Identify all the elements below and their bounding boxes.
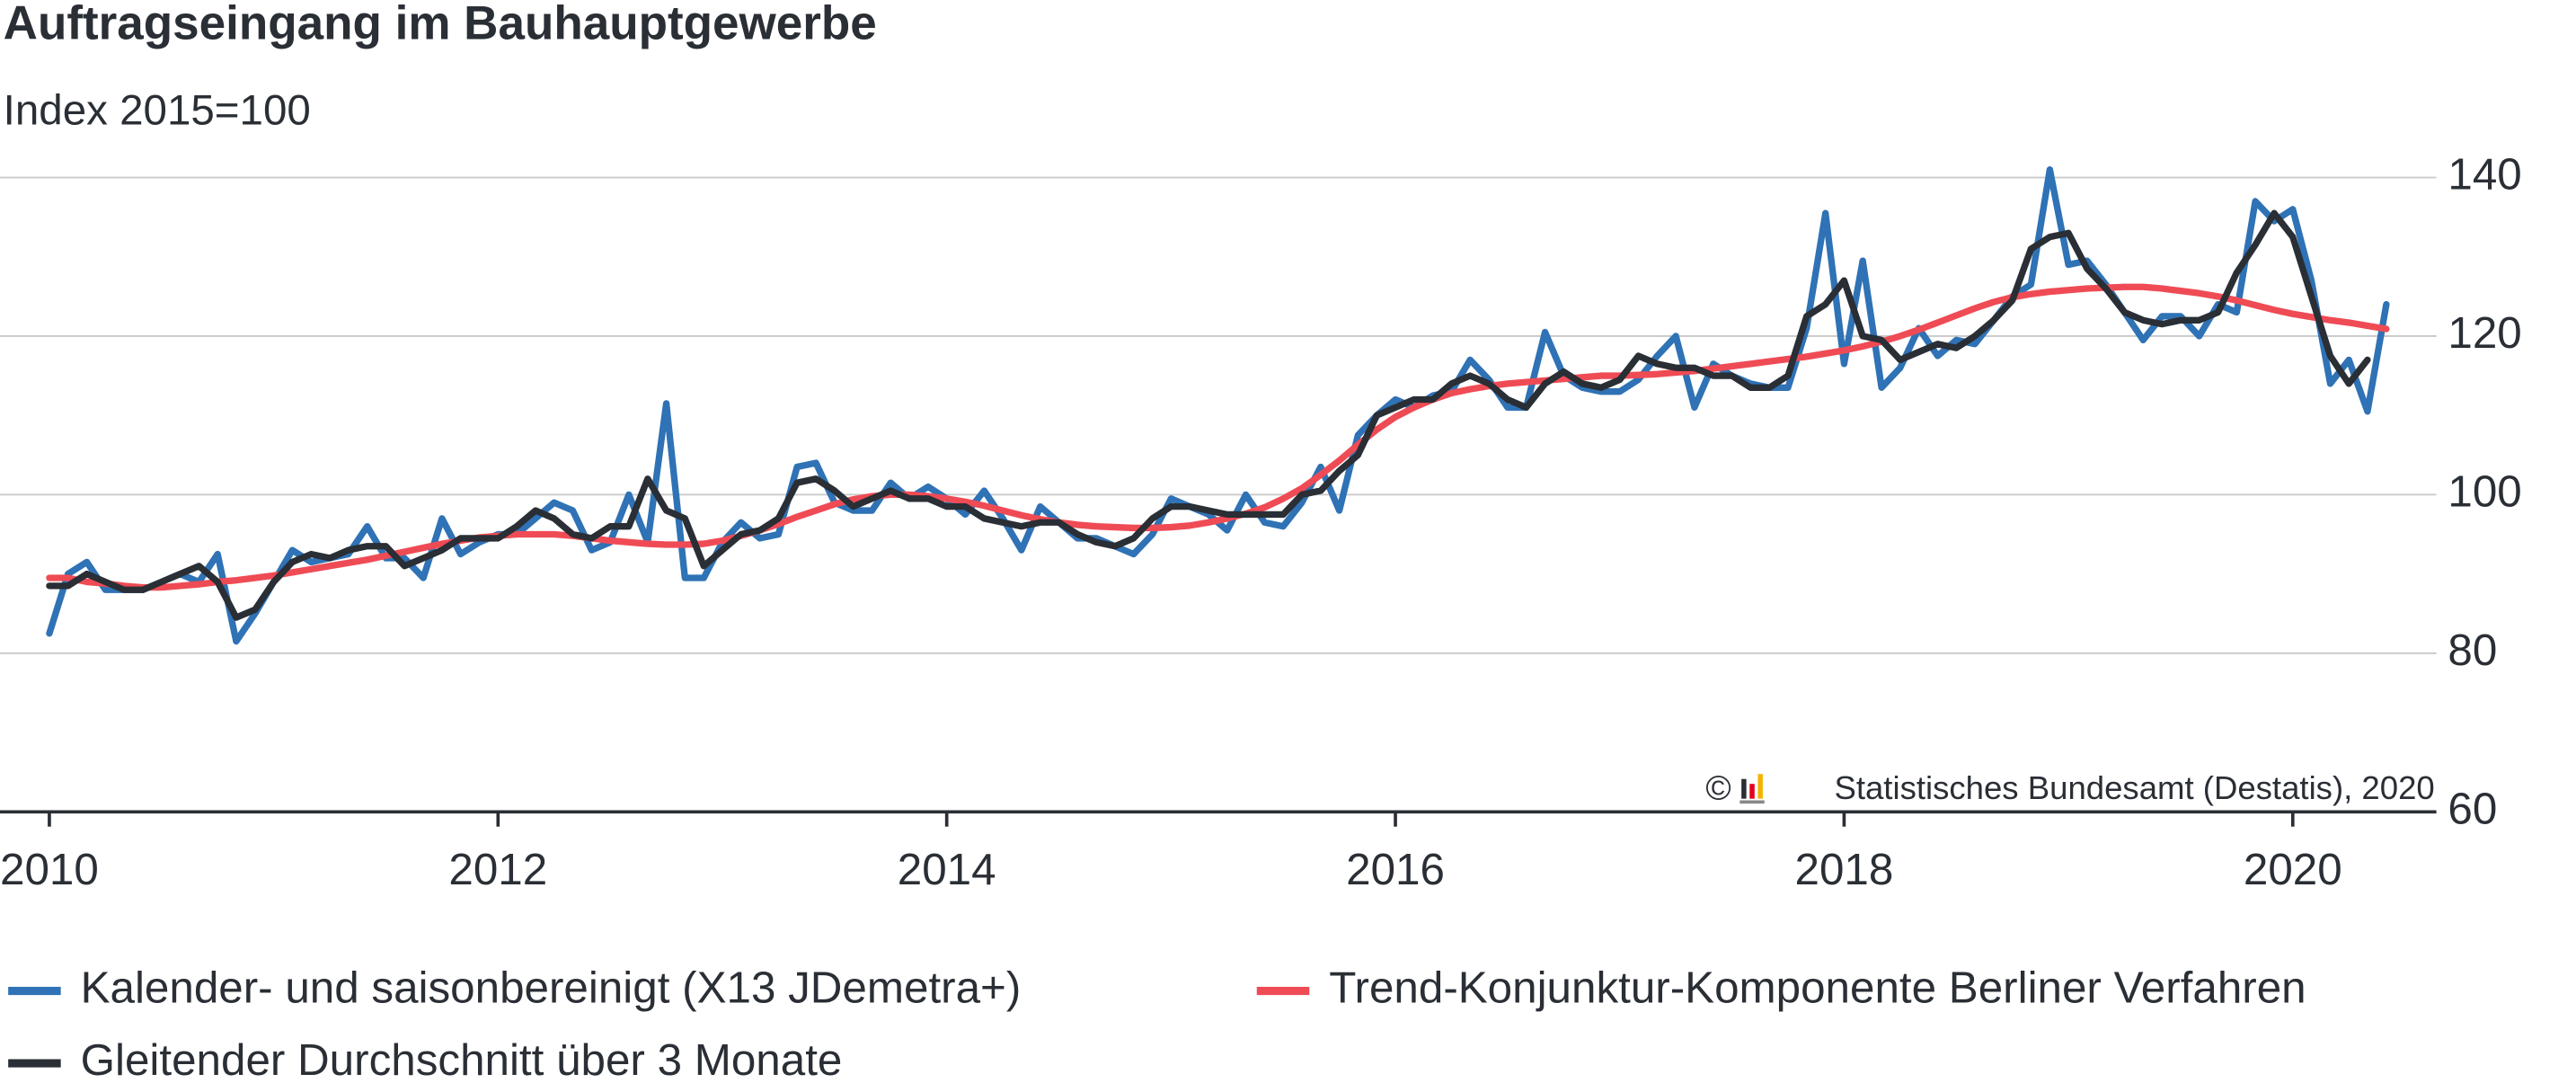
source-logo [1739,774,1765,804]
copyright-symbol: © [1705,769,1731,808]
legend-label: Trend-Konjunktur-Komponente Berliner Ver… [1329,963,2306,1013]
y-tick-label: 100 [2448,466,2521,516]
y-tick-label: 60 [2448,784,2497,833]
legend-label: Kalender- und saisonbereinigt (X13 JDeme… [81,963,1022,1013]
x-tick-label: 2014 [898,845,996,894]
y-tick-label: 140 [2448,150,2521,200]
y-tick-label: 120 [2448,308,2521,358]
x-tick-label: 2012 [448,845,547,894]
x-tick-label: 2016 [1346,845,1445,894]
series-line [46,283,2390,591]
chart-title: Auftragseingang im Bauhauptgewerbe [4,0,877,49]
source: Statistisches Bundesamt (Destatis), 2020 [1834,769,2434,806]
x-tick-label: 2018 [1795,845,1894,894]
x-tick-label: 2020 [2244,845,2342,894]
x-tick-label: 2010 [0,845,99,894]
series-line [46,166,2390,645]
legend-label: Gleitender Durchschnitt über 3 Monate [81,1035,843,1083]
chart-subtitle: Index 2015=100 [4,87,311,135]
series-line [46,209,2371,621]
y-tick-label: 80 [2448,626,2497,675]
